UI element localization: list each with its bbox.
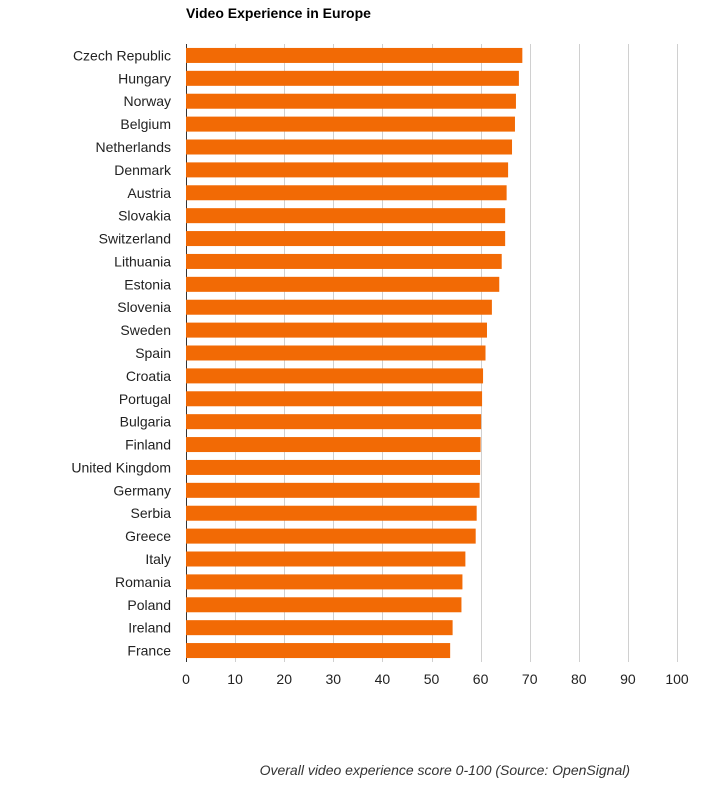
- category-label: Poland: [127, 597, 171, 613]
- category-label: Czech Republic: [73, 47, 171, 63]
- bar: [186, 482, 480, 498]
- x-tick-label: 50: [424, 671, 440, 687]
- bar: [186, 116, 515, 132]
- bar: [186, 437, 481, 453]
- bar: [186, 139, 513, 155]
- x-tick-label: 0: [182, 671, 190, 687]
- bar: [186, 253, 502, 269]
- category-label: Norway: [124, 93, 171, 109]
- category-label: Ireland: [128, 620, 171, 636]
- bar: [186, 459, 481, 475]
- bar: [186, 528, 476, 544]
- category-label: United Kingdom: [71, 459, 171, 475]
- bar: [186, 162, 509, 178]
- category-label: Austria: [127, 185, 171, 201]
- bar: [186, 93, 516, 109]
- bar: [186, 299, 492, 315]
- chart-title: Video Experience in Europe: [186, 5, 371, 21]
- category-label: Slovakia: [118, 208, 171, 224]
- category-label: Netherlands: [96, 139, 172, 155]
- category-label: Italy: [145, 551, 171, 567]
- category-label: Sweden: [120, 322, 171, 338]
- category-label: Romania: [115, 574, 171, 590]
- x-tick-label: 60: [473, 671, 489, 687]
- bar: [186, 368, 484, 384]
- category-label: Bulgaria: [120, 414, 172, 430]
- bar: [186, 597, 462, 613]
- bar: [186, 70, 519, 86]
- category-label: Denmark: [114, 162, 172, 178]
- bar: [186, 208, 506, 224]
- category-label: Finland: [125, 437, 171, 453]
- category-label: Portugal: [119, 391, 171, 407]
- bar: [186, 620, 453, 636]
- category-label: Switzerland: [99, 231, 171, 247]
- x-tick-label: 10: [227, 671, 243, 687]
- category-label: France: [127, 643, 171, 659]
- category-label: Slovenia: [117, 299, 171, 315]
- category-label: Greece: [125, 528, 171, 544]
- category-label: Germany: [113, 482, 171, 498]
- bar: [186, 551, 466, 567]
- category-label: Croatia: [126, 368, 171, 384]
- bar: [186, 414, 482, 430]
- x-tick-label: 20: [276, 671, 292, 687]
- bar: [186, 391, 483, 407]
- x-tick-label: 100: [665, 671, 689, 687]
- category-label: Belgium: [120, 116, 171, 132]
- category-label: Estonia: [124, 276, 171, 292]
- bar: [186, 574, 463, 590]
- bar: [186, 505, 477, 521]
- category-label: Spain: [135, 345, 171, 361]
- bar: [186, 345, 486, 361]
- bar: [186, 231, 506, 247]
- x-tick-label: 70: [522, 671, 538, 687]
- bar: [186, 643, 451, 659]
- category-label: Hungary: [118, 70, 171, 86]
- bar: [186, 322, 487, 338]
- bar: [186, 276, 500, 292]
- x-tick-label: 40: [375, 671, 391, 687]
- bar: [186, 47, 523, 63]
- chart-caption: Overall video experience score 0-100 (So…: [259, 762, 630, 778]
- x-tick-label: 80: [571, 671, 587, 687]
- x-tick-label: 90: [620, 671, 636, 687]
- x-tick-label: 30: [326, 671, 342, 687]
- category-label: Serbia: [131, 505, 172, 521]
- bar: [186, 185, 507, 201]
- category-label: Lithuania: [114, 253, 171, 269]
